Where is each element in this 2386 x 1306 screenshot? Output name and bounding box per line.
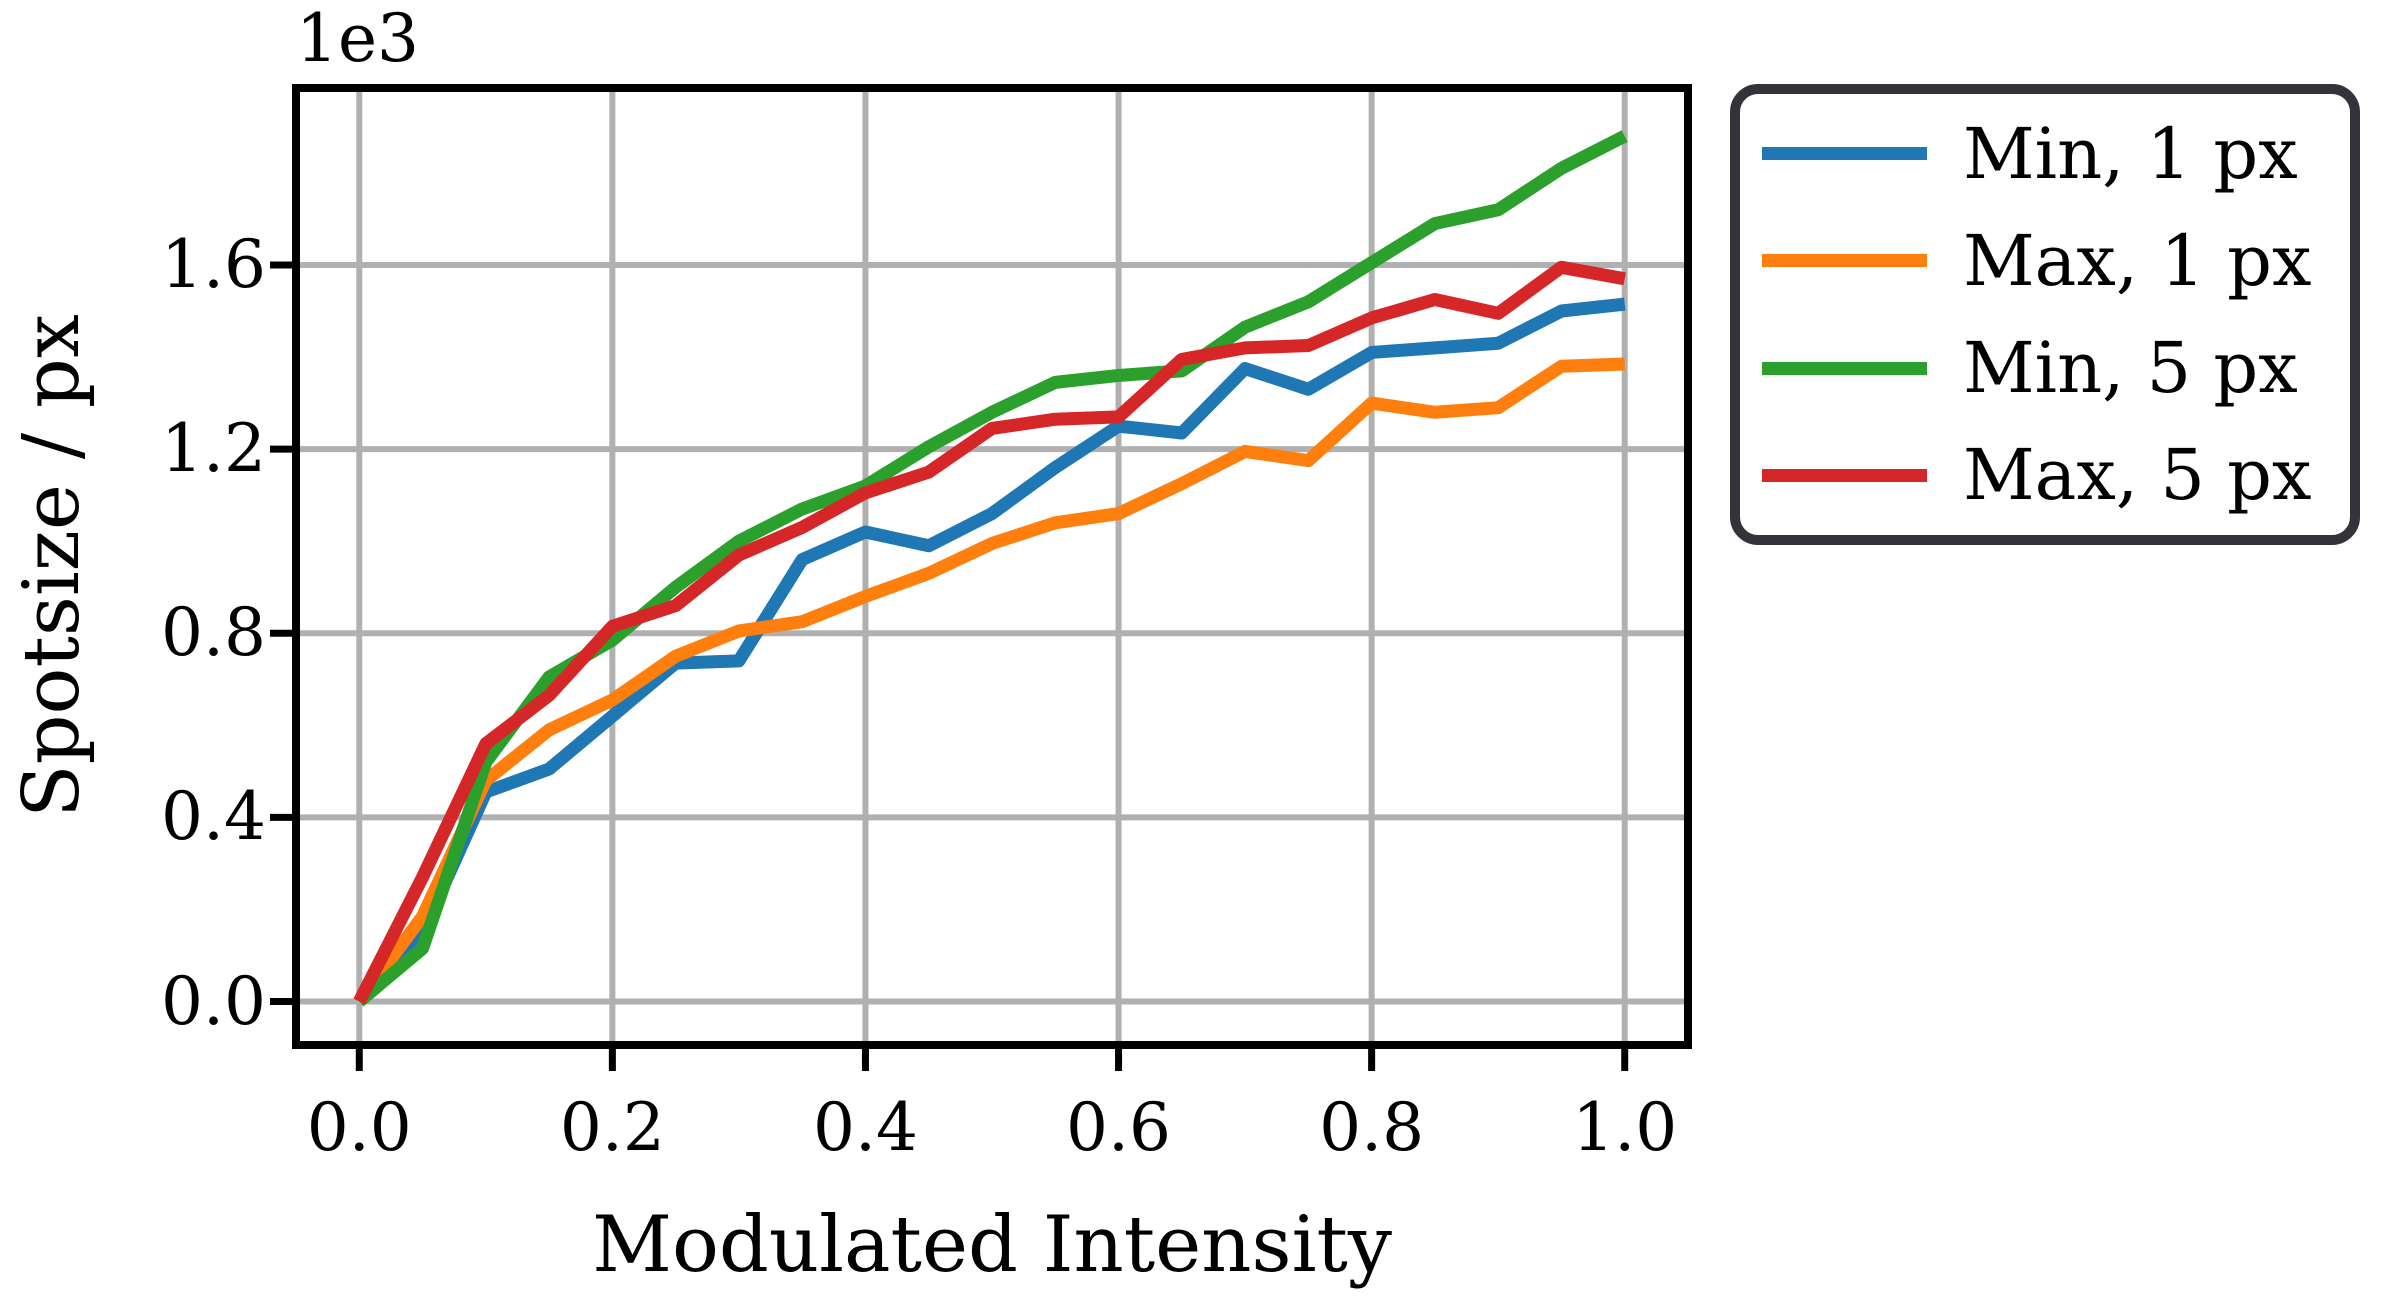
x-tick-label: 0.4 xyxy=(812,1089,918,1166)
legend-line-swatch xyxy=(1762,147,1927,161)
y-tick-label: 1.2 xyxy=(161,410,266,488)
legend-item-max-5px: Max, 5 px xyxy=(1740,440,2350,510)
legend-line-swatch xyxy=(1762,361,1927,375)
x-tick-label: 0.0 xyxy=(306,1089,412,1166)
legend-box: Min, 1 px Max, 1 px Min, 5 px Max, 5 px xyxy=(1730,84,2360,545)
x-tick-label: 1.0 xyxy=(1572,1089,1678,1166)
y-axis-title: Spotsize / px xyxy=(7,314,97,818)
legend-label: Min, 1 px xyxy=(1963,112,2298,195)
legend-label: Min, 5 px xyxy=(1963,327,2298,410)
legend-line-swatch xyxy=(1762,254,1927,268)
series-line-max-5-px xyxy=(353,260,1626,1005)
legend-line-swatch xyxy=(1762,468,1927,482)
y-axis-offset-label: 1e3 xyxy=(296,0,420,77)
series-line-max-1-px xyxy=(354,357,1625,1006)
legend-label: Max, 5 px xyxy=(1963,434,2312,517)
legend-item-min-5px: Min, 5 px xyxy=(1740,333,2350,403)
legend-item-max-1px: Max, 1 px xyxy=(1740,226,2350,296)
y-tick-label: 0.0 xyxy=(161,962,266,1040)
y-tick-label: 0.8 xyxy=(161,594,266,672)
axes-frame xyxy=(292,84,1692,1049)
series-line-min-1-px xyxy=(354,297,1626,1006)
x-tick-label: 0.8 xyxy=(1319,1089,1425,1166)
x-axis-title: Modulated Intensity xyxy=(592,1200,1392,1290)
legend-item-min-1px: Min, 1 px xyxy=(1740,119,2350,189)
x-tick-label: 0.6 xyxy=(1066,1089,1172,1166)
x-tick-label: 0.2 xyxy=(559,1089,665,1166)
y-tick-label: 0.4 xyxy=(161,778,266,856)
y-tick-label: 1.6 xyxy=(161,225,266,303)
legend-label: Max, 1 px xyxy=(1963,219,2312,302)
